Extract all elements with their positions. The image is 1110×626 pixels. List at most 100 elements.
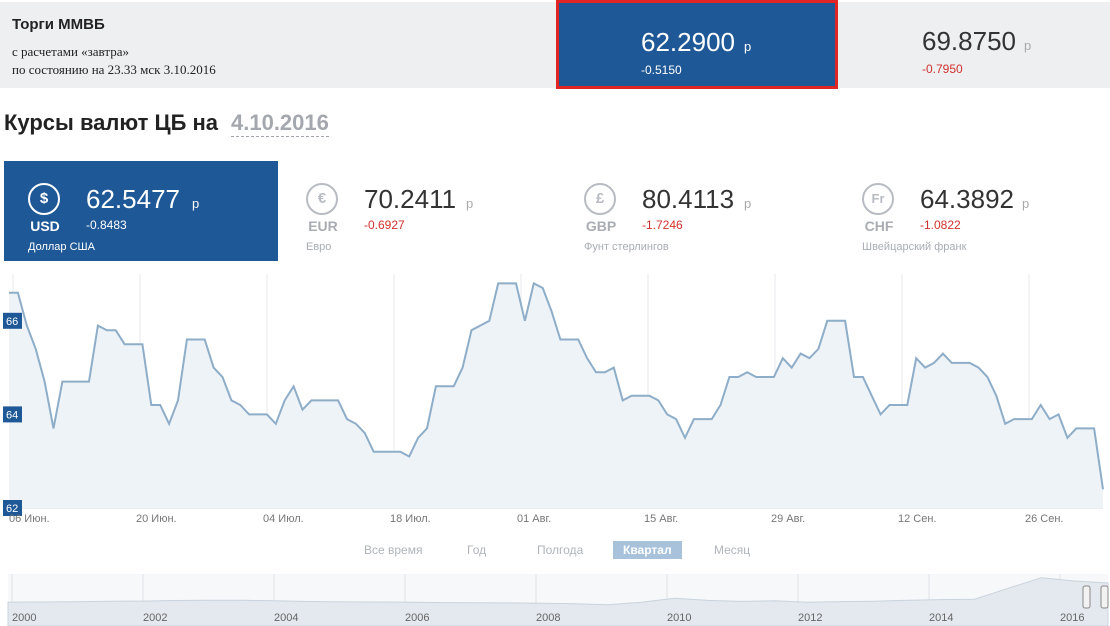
data-point[interactable] [478,324,482,328]
data-point[interactable] [941,352,945,356]
data-point[interactable] [968,361,972,365]
data-point[interactable] [1083,426,1087,430]
data-point[interactable] [763,375,767,379]
data-point[interactable] [576,338,580,342]
data-point[interactable] [60,380,64,384]
data-point[interactable] [683,436,687,440]
mmvb-quote-usd[interactable]: 62.2900 р -0.5150 [556,0,838,89]
data-point[interactable] [754,375,758,379]
data-point[interactable] [612,366,616,370]
data-point[interactable] [1030,417,1034,421]
data-point[interactable] [1012,417,1016,421]
data-point[interactable] [318,398,322,402]
data-point[interactable] [994,394,998,398]
data-point[interactable] [96,324,100,328]
range-month[interactable]: Месяц [714,543,751,557]
data-point[interactable] [1074,426,1078,430]
data-point[interactable] [78,380,82,384]
data-point[interactable] [470,328,474,332]
data-point[interactable] [309,398,313,402]
data-point[interactable] [727,375,731,379]
range-half-year[interactable]: Полгода [537,543,584,557]
data-point[interactable] [790,366,794,370]
navigator-handle-left[interactable] [1082,585,1091,609]
data-point[interactable] [985,375,989,379]
data-point[interactable] [834,319,838,323]
data-point[interactable] [745,370,749,374]
data-point[interactable] [1003,422,1007,426]
data-point[interactable] [603,370,607,374]
data-point[interactable] [647,394,651,398]
data-point[interactable] [621,398,625,402]
data-point[interactable] [523,319,527,323]
data-point[interactable] [345,417,349,421]
data-point[interactable] [567,338,571,342]
data-point[interactable] [194,338,198,342]
data-point[interactable] [247,412,251,416]
data-point[interactable] [656,398,660,402]
chart-navigator[interactable]: 2000 2002 2004 2006 2008 2010 2012 2014 2016 [0,572,1110,626]
data-point[interactable] [861,375,865,379]
data-point[interactable] [959,361,963,365]
data-point[interactable] [630,394,634,398]
data-point[interactable] [558,338,562,342]
range-all-time[interactable]: Все время [364,543,423,557]
data-point[interactable] [425,426,429,430]
data-point[interactable] [212,366,216,370]
data-point[interactable] [238,403,242,407]
data-point[interactable] [923,366,927,370]
data-point[interactable] [487,319,491,323]
data-point[interactable] [532,281,536,285]
date-picker-link[interactable]: 4.10.2016 [231,110,329,137]
data-point[interactable] [514,281,518,285]
data-point[interactable] [443,384,447,388]
data-point[interactable] [149,403,153,407]
data-point[interactable] [932,361,936,365]
data-point[interactable] [167,422,171,426]
data-point[interactable] [888,403,892,407]
data-point[interactable] [434,384,438,388]
data-point[interactable] [914,356,918,360]
data-point[interactable] [105,328,109,332]
data-point[interactable] [950,361,954,365]
data-point[interactable] [1092,426,1096,430]
data-point[interactable] [363,431,367,435]
data-point[interactable] [265,412,269,416]
data-point[interactable] [585,356,589,360]
data-point[interactable] [701,417,705,421]
data-point[interactable] [710,417,714,421]
data-point[interactable] [283,398,287,402]
data-point[interactable] [185,338,189,342]
data-point[interactable] [274,422,278,426]
data-point[interactable] [43,380,47,384]
data-point[interactable] [16,291,20,295]
data-point[interactable] [354,422,358,426]
data-point[interactable] [132,342,136,346]
data-point[interactable] [372,450,376,454]
data-point[interactable] [25,324,29,328]
currency-card-eur[interactable]: € EUR 70.2411 р -0.6927 Евро [282,161,556,261]
data-point[interactable] [229,398,233,402]
data-point[interactable] [416,436,420,440]
data-point[interactable] [407,455,411,459]
data-point[interactable] [896,403,900,407]
data-point[interactable] [381,450,385,454]
data-point[interactable] [843,319,847,323]
data-point[interactable] [114,328,118,332]
data-point[interactable] [1021,417,1025,421]
data-point[interactable] [336,398,340,402]
data-point[interactable] [905,403,909,407]
data-point[interactable] [301,408,305,412]
data-point[interactable] [816,347,820,351]
range-year[interactable]: Год [467,543,487,557]
currency-card-chf[interactable]: Fr CHF 64.3892 р -1.0822 Швейцарский фра… [838,161,1110,261]
data-point[interactable] [1039,403,1043,407]
data-point[interactable] [674,417,678,421]
data-point[interactable] [496,281,500,285]
data-point[interactable] [1048,417,1052,421]
data-point[interactable] [256,412,260,416]
data-point[interactable] [52,426,56,430]
data-point[interactable] [594,370,598,374]
data-point[interactable] [541,286,545,290]
data-point[interactable] [34,347,38,351]
